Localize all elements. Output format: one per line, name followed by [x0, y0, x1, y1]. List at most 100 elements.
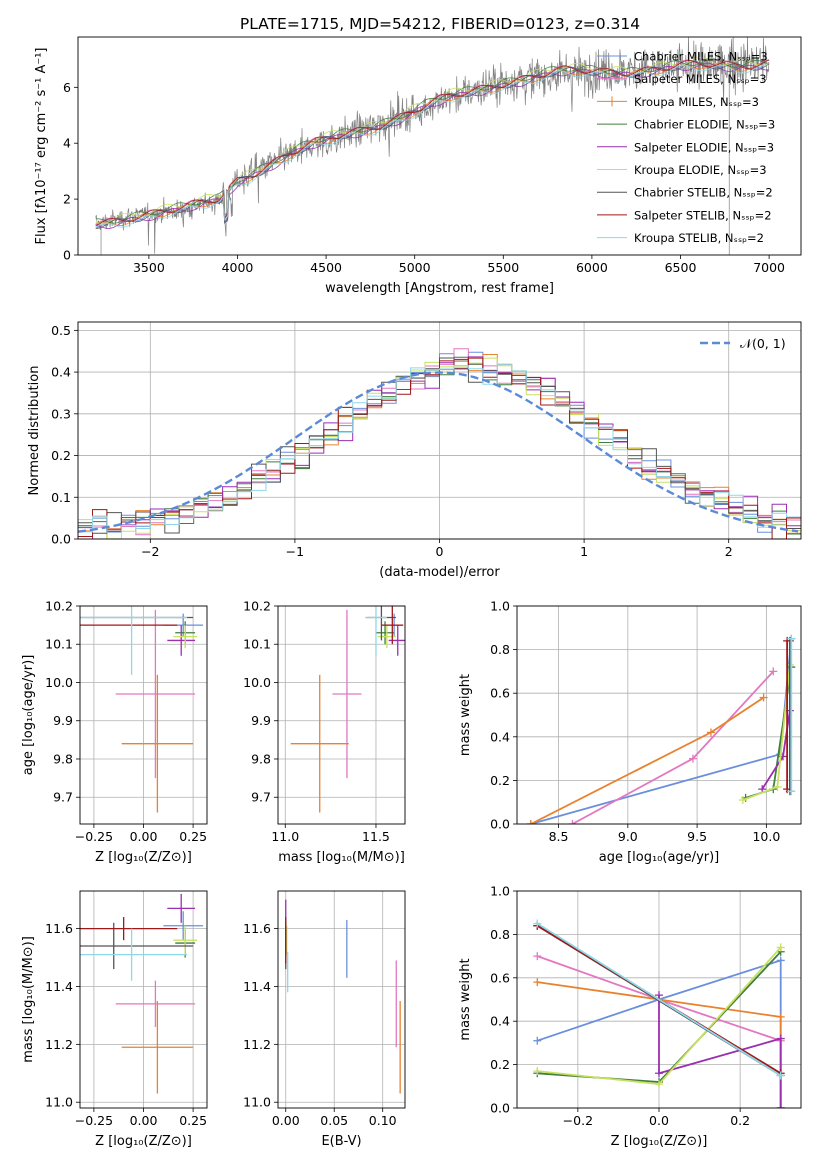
series-marker	[776, 1012, 785, 1021]
legend-label: Chabrier STELIB, Nₛₛₚ=2	[634, 186, 773, 200]
error-point-kroupa_stelib	[80, 928, 188, 981]
x-tick-label: 1	[580, 544, 588, 559]
error-point-salpeter_elodie	[167, 625, 196, 656]
normal-curve	[78, 371, 799, 533]
error-point-kroupa_stelib	[80, 606, 188, 675]
plot-area	[526, 634, 796, 824]
series-marker	[738, 796, 747, 805]
y-tick-label: 0.0	[51, 532, 71, 547]
y-tick-label: 9.7	[53, 790, 73, 805]
series-marker	[776, 943, 785, 952]
legend-label: Chabrier MILES, Nₛₛₚ=3	[634, 50, 768, 64]
series-line	[536, 922, 782, 1077]
x-tick-label: −2	[141, 544, 159, 559]
legend-label: Salpeter STELIB, Nₛₛₚ=2	[634, 208, 772, 222]
series-marker	[769, 667, 778, 676]
legend: Chabrier MILES, Nₛₛₚ=3 Salpeter MILES, Nₛ…	[597, 50, 775, 245]
panel-age_vs_mass: 11.0 11.5 9.7 9.8 9.9 10.0 10.1 10.2 mass [log₁₀…	[243, 599, 406, 865]
series-marker	[776, 1104, 785, 1108]
x-tick-label: −0.25	[75, 829, 113, 844]
x-axis-label: Z [log₁₀(Z/Z⊙)]	[95, 1134, 192, 1149]
axes-frame	[77, 36, 802, 256]
series-marker	[773, 782, 782, 791]
model-spectrum-chabrier_elodie	[95, 58, 770, 224]
y-tick-label: 0.0	[490, 817, 510, 832]
x-tick-label: 11.0	[271, 829, 299, 844]
y-tick-label: 0.2	[51, 448, 71, 463]
legend-label: 𝒩(0, 1)	[740, 336, 786, 351]
series-marker	[568, 820, 577, 824]
y-tick-label: 9.9	[251, 713, 271, 728]
x-axis-label: wavelength [Angstrom, rest frame]	[325, 281, 554, 296]
series-chabrier_miles	[526, 634, 796, 824]
error-point-salpeter_miles	[332, 609, 362, 779]
panel-mass_vs_Z: −0.25 0.00 0.25 11.0 11.2 11.4 11.6 Z [log₁₀(Z/…	[21, 890, 208, 1149]
series-kroupa_elodie	[533, 943, 785, 1089]
x-tick-label: 11.5	[362, 829, 390, 844]
x-tick-label: 2	[725, 544, 733, 559]
legend: 𝒩(0, 1)	[700, 336, 786, 351]
x-tick-label: 0.10	[369, 1113, 397, 1128]
series-marker	[533, 1067, 542, 1076]
plot-area	[533, 919, 785, 1108]
plot-area	[290, 606, 405, 813]
figure-title: PLATE=1715, MJD=54212, FIBERID=0123, z=0…	[240, 15, 640, 33]
y-tick-label: 11.2	[243, 1037, 271, 1052]
series-marker	[776, 956, 785, 965]
plot-area	[78, 348, 801, 539]
error-point-salpeter_stelib	[381, 606, 404, 645]
y-tick-label: 10.2	[243, 599, 271, 614]
error-point-kroupa_elodie	[173, 625, 198, 649]
x-tick-label: 0.25	[179, 1113, 207, 1128]
x-tick-label: 9.5	[687, 829, 707, 844]
series-marker	[783, 636, 792, 645]
legend-label: Kroupa STELIB, Nₛₛₚ=2	[634, 231, 764, 245]
x-axis-label: (data-model)/error	[379, 565, 500, 580]
series-kroupa_stelib	[533, 919, 785, 1080]
y-tick-label: 1.0	[490, 884, 510, 899]
y-tick-label: 11.0	[45, 1095, 73, 1110]
y-tick-label: 10.1	[243, 637, 271, 652]
panel-spectrum: 3500 4000 4500 5000 5500 6000 6500 7000 0 2 4 6 wave…	[34, 36, 802, 296]
x-tick-label: 6000	[576, 260, 608, 275]
x-tick-label: 0.0	[649, 1113, 669, 1128]
series-marker	[655, 1080, 663, 1089]
plot-area	[95, 37, 770, 255]
y-tick-label: 0.0	[490, 1101, 510, 1116]
y-tick-label: 1.0	[490, 599, 510, 614]
panel-mass_weight_vs_Z: −0.2 0.0 0.2 0.0 0.2 0.4 0.6 0.8 1.0 Z [log₁₀(Z/Z…	[458, 884, 802, 1149]
series-marker	[787, 787, 796, 796]
error-point-kroupa_miles	[121, 674, 194, 813]
axes-frame	[277, 890, 406, 1109]
series-marker	[783, 785, 792, 794]
histogram-step-kroupa_stelib	[78, 364, 801, 533]
series-kroupa_stelib	[787, 634, 796, 796]
y-tick-label: 10.2	[45, 599, 73, 614]
series-marker	[526, 820, 535, 824]
y-tick-label: 11.4	[45, 979, 73, 994]
plot-area	[80, 893, 204, 1094]
x-tick-label: 5000	[399, 260, 431, 275]
panel-mass_weight_vs_age: 8.5 9.0 9.5 10.0 0.0 0.2 0.4 0.6 0.8 1.0 age [log₁…	[458, 599, 802, 865]
x-tick-label: 0.00	[272, 1113, 300, 1128]
series-marker	[533, 1036, 542, 1045]
y-tick-label: 9.9	[53, 713, 73, 728]
x-tick-label: 0	[436, 544, 444, 559]
legend-label: Chabrier ELODIE, Nₛₛₚ=3	[634, 118, 775, 132]
series-marker	[533, 952, 542, 961]
x-axis-label: Z [log₁₀(Z/Z⊙)]	[611, 1134, 708, 1149]
x-tick-label: 0.25	[179, 829, 207, 844]
x-tick-label: −1	[286, 544, 304, 559]
y-tick-label: 0.1	[51, 490, 71, 505]
histogram-step-salpeter_stelib	[78, 357, 801, 539]
error-point-salpeter_elodie	[388, 625, 405, 656]
series-marker	[776, 1071, 785, 1080]
error-point-salpeter_miles	[115, 980, 196, 1027]
y-tick-label: 0.3	[51, 406, 71, 421]
legend-label: Salpeter ELODIE, Nₛₛₚ=3	[634, 140, 774, 154]
panel-residual_histogram: −2 −1 0 1 2 0.0 0.1 0.2 0.3 0.4 0.5 (data-model)/er…	[27, 321, 802, 580]
x-tick-label: 6500	[665, 260, 697, 275]
x-axis-label: mass [log₁₀(M/M⊙)]	[278, 850, 405, 865]
y-tick-label: 11.0	[243, 1095, 271, 1110]
error-point-kroupa_miles	[121, 1000, 194, 1094]
